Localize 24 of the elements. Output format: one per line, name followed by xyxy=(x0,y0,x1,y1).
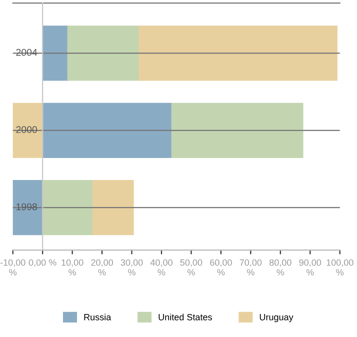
bar xyxy=(42,26,68,81)
x-tick-label: 60,00 % xyxy=(210,259,232,276)
bar xyxy=(42,180,94,236)
x-tick-label: -10,00 % xyxy=(0,259,26,276)
x-tick-label: 90,00 % xyxy=(299,259,322,276)
x-tick-label: 40,00 % xyxy=(150,259,172,276)
bar xyxy=(12,180,44,236)
bar xyxy=(67,26,140,81)
x-tick-label: 50,00 % xyxy=(180,259,202,276)
bar xyxy=(92,180,134,236)
x-tick-label: 20,00 % xyxy=(91,259,113,276)
legend-label: United States xyxy=(158,314,212,320)
x-tick-label: 80,00 % xyxy=(270,259,292,276)
x-tick-label: 10,00 % xyxy=(62,259,84,276)
x-tick-label: 70,00 % xyxy=(240,259,262,276)
bar xyxy=(138,26,338,81)
x-tick-label: 30,00 % xyxy=(120,259,143,276)
legend-label: Russia xyxy=(84,314,112,320)
bar xyxy=(12,102,44,158)
x-tick-label: 100,00 % xyxy=(326,259,354,276)
x-tick-label: 0,00 % xyxy=(28,259,56,267)
legend-label: Uruguay xyxy=(260,314,294,322)
bar xyxy=(42,102,172,158)
bar xyxy=(171,102,304,158)
